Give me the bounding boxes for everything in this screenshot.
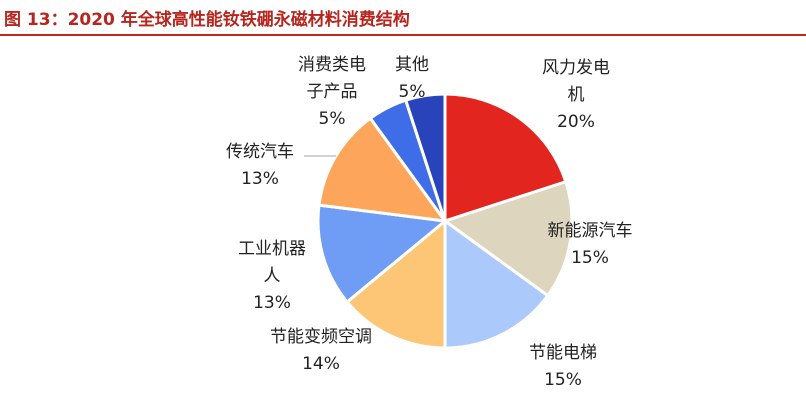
pie-slice-5 [316,203,447,304]
slice-label-2: 新能源汽车 15% [548,221,633,268]
slice-label-4: 节能变频空调 14% [270,327,372,374]
pie-slices [316,92,574,350]
pie-slice-1 [443,92,568,223]
figure-caption: 图 13：2020 年全球高性能钕铁硼永磁材料消费结构 [4,10,410,30]
slice-label-6: 传统汽车 13% [226,142,294,189]
slice-label-8: 其他 5% [395,55,429,102]
pie-slice-3 [443,219,550,350]
slice-label-7: 消费类电子产品 5% [298,55,366,129]
pie-slice-8 [404,92,447,223]
slice-labels: 风力发电机 20% 新能源汽车 15% 节能电梯 15% 节能变频空调 14% 工业机器人 13%… [226,55,633,390]
slice-label-3: 节能电梯 15% [529,343,597,390]
caption-rule [0,34,806,36]
pie-slice-2 [443,180,574,298]
slice-label-5: 工业机器人 13% [238,239,306,313]
pie-slice-4 [345,219,447,350]
figure-caption-bar: 图 13：2020 年全球高性能钕铁硼永磁材料消费结构 [0,0,806,36]
slice-label-1: 风力发电机 20% [542,58,610,132]
